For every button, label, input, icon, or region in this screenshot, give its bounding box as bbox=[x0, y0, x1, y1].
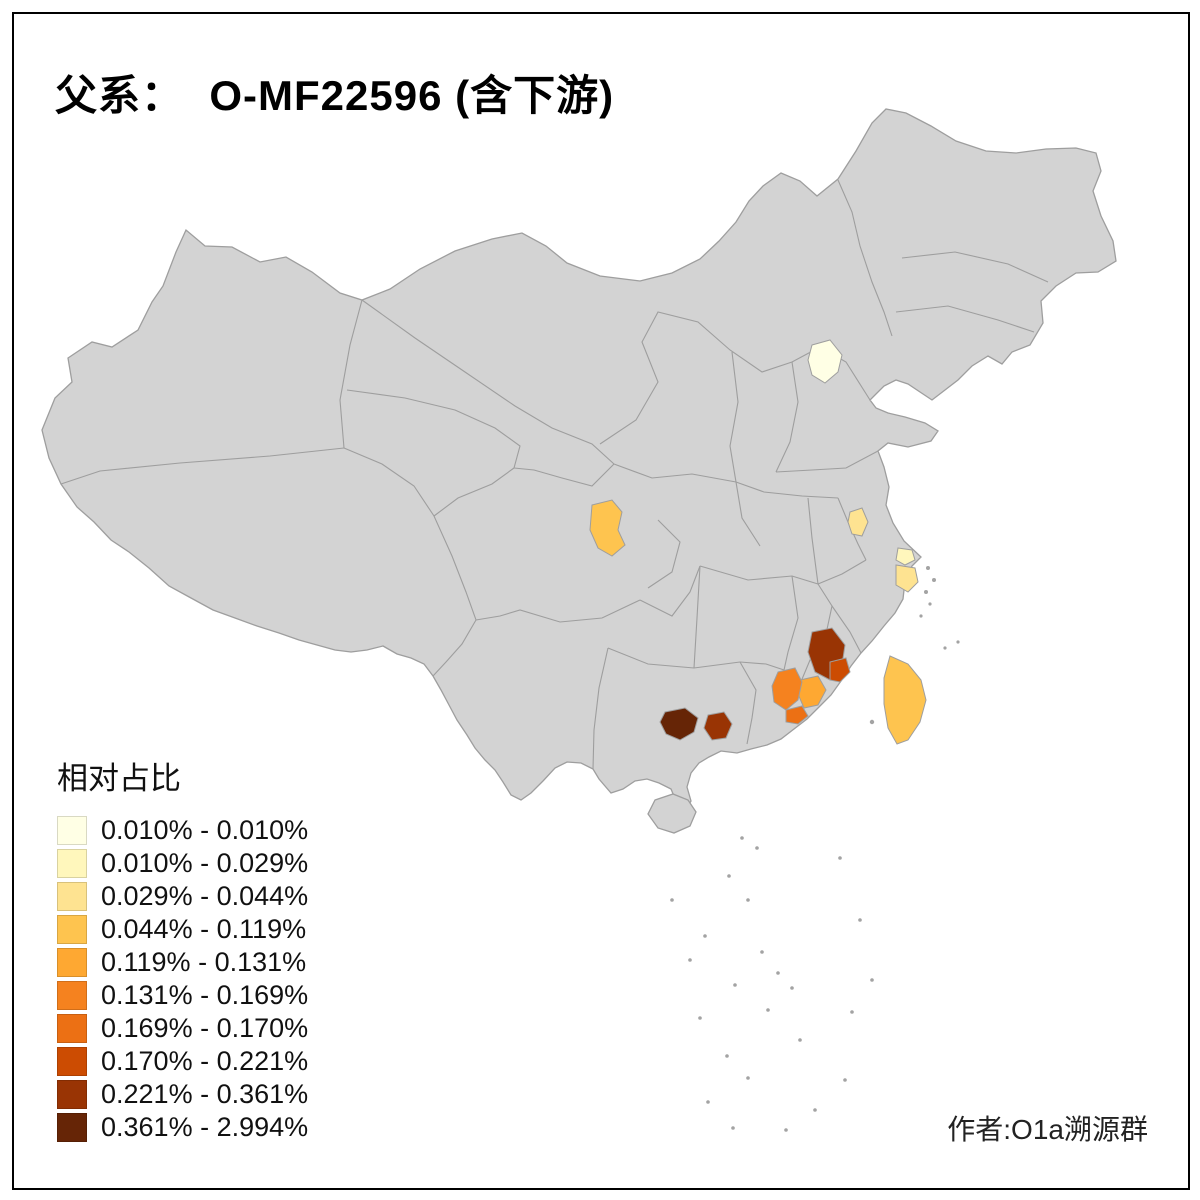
legend-swatch bbox=[57, 849, 87, 878]
legend-swatch bbox=[57, 1080, 87, 1109]
mainland-china-shape bbox=[41, 108, 1117, 817]
legend-item: 0.221% - 0.361% bbox=[57, 1078, 308, 1111]
highlighted-regions bbox=[589, 339, 927, 745]
island-dots bbox=[670, 566, 960, 1132]
region-guangxi-east-dark bbox=[703, 711, 733, 741]
legend-item: 0.119% - 0.131% bbox=[57, 946, 308, 979]
province-borders bbox=[60, 179, 1049, 770]
hainan-island-shape bbox=[647, 793, 697, 834]
legend-swatch bbox=[57, 882, 87, 911]
legend-swatch bbox=[57, 1047, 87, 1076]
legend-swatch bbox=[57, 1113, 87, 1142]
legend-label: 0.044% - 0.119% bbox=[101, 914, 307, 944]
legend-label: 0.361% - 2.994% bbox=[101, 1112, 309, 1142]
region-guangdong-south bbox=[785, 705, 809, 725]
legend-swatch bbox=[57, 981, 87, 1010]
legend-item: 0.010% - 0.010% bbox=[57, 814, 308, 847]
legend-label: 0.221% - 0.361% bbox=[101, 1079, 309, 1109]
legend-label: 0.170% - 0.221% bbox=[101, 1046, 309, 1076]
legend-label: 0.119% - 0.131% bbox=[101, 947, 307, 977]
region-beijing bbox=[807, 339, 843, 384]
author-credit: 作者:O1a溯源群 bbox=[947, 1114, 1148, 1145]
legend-item: 0.131% - 0.169% bbox=[57, 979, 308, 1012]
region-guangdong-central bbox=[771, 667, 803, 711]
legend-swatch bbox=[57, 1014, 87, 1043]
region-shanghai-patch bbox=[895, 547, 916, 566]
region-zhejiang-patch bbox=[895, 564, 919, 593]
legend-item: 0.010% - 0.029% bbox=[57, 847, 308, 880]
region-sichuan-central bbox=[589, 499, 626, 557]
legend-swatch bbox=[57, 948, 87, 977]
legend-label: 0.010% - 0.010% bbox=[101, 815, 309, 845]
legend-item: 0.169% - 0.170% bbox=[57, 1012, 308, 1045]
legend-item: 0.170% - 0.221% bbox=[57, 1045, 308, 1078]
legend-item: 0.029% - 0.044% bbox=[57, 880, 308, 913]
region-guangxi-dark bbox=[659, 707, 699, 741]
legend-swatch bbox=[57, 816, 87, 845]
region-jiangsu-patch bbox=[847, 507, 869, 537]
legend-swatch bbox=[57, 915, 87, 944]
region-taiwan bbox=[883, 655, 927, 745]
page-title: 父系： O-MF22596 (含下游) bbox=[55, 72, 615, 119]
legend-label: 0.131% - 0.169% bbox=[101, 980, 309, 1010]
land-group bbox=[41, 108, 1117, 834]
legend-label: 0.010% - 0.029% bbox=[101, 848, 309, 878]
legend-item: 0.044% - 0.119% bbox=[57, 913, 308, 946]
legend-title: 相对占比 bbox=[57, 761, 181, 796]
region-fujian-coastal bbox=[829, 657, 851, 683]
legend: 相对占比 0.010% - 0.010% 0.010% - 0.029% 0.0… bbox=[57, 753, 308, 1144]
legend-label: 0.169% - 0.170% bbox=[101, 1013, 309, 1043]
legend-label: 0.029% - 0.044% bbox=[101, 881, 309, 911]
legend-item: 0.361% - 2.994% bbox=[57, 1111, 308, 1144]
